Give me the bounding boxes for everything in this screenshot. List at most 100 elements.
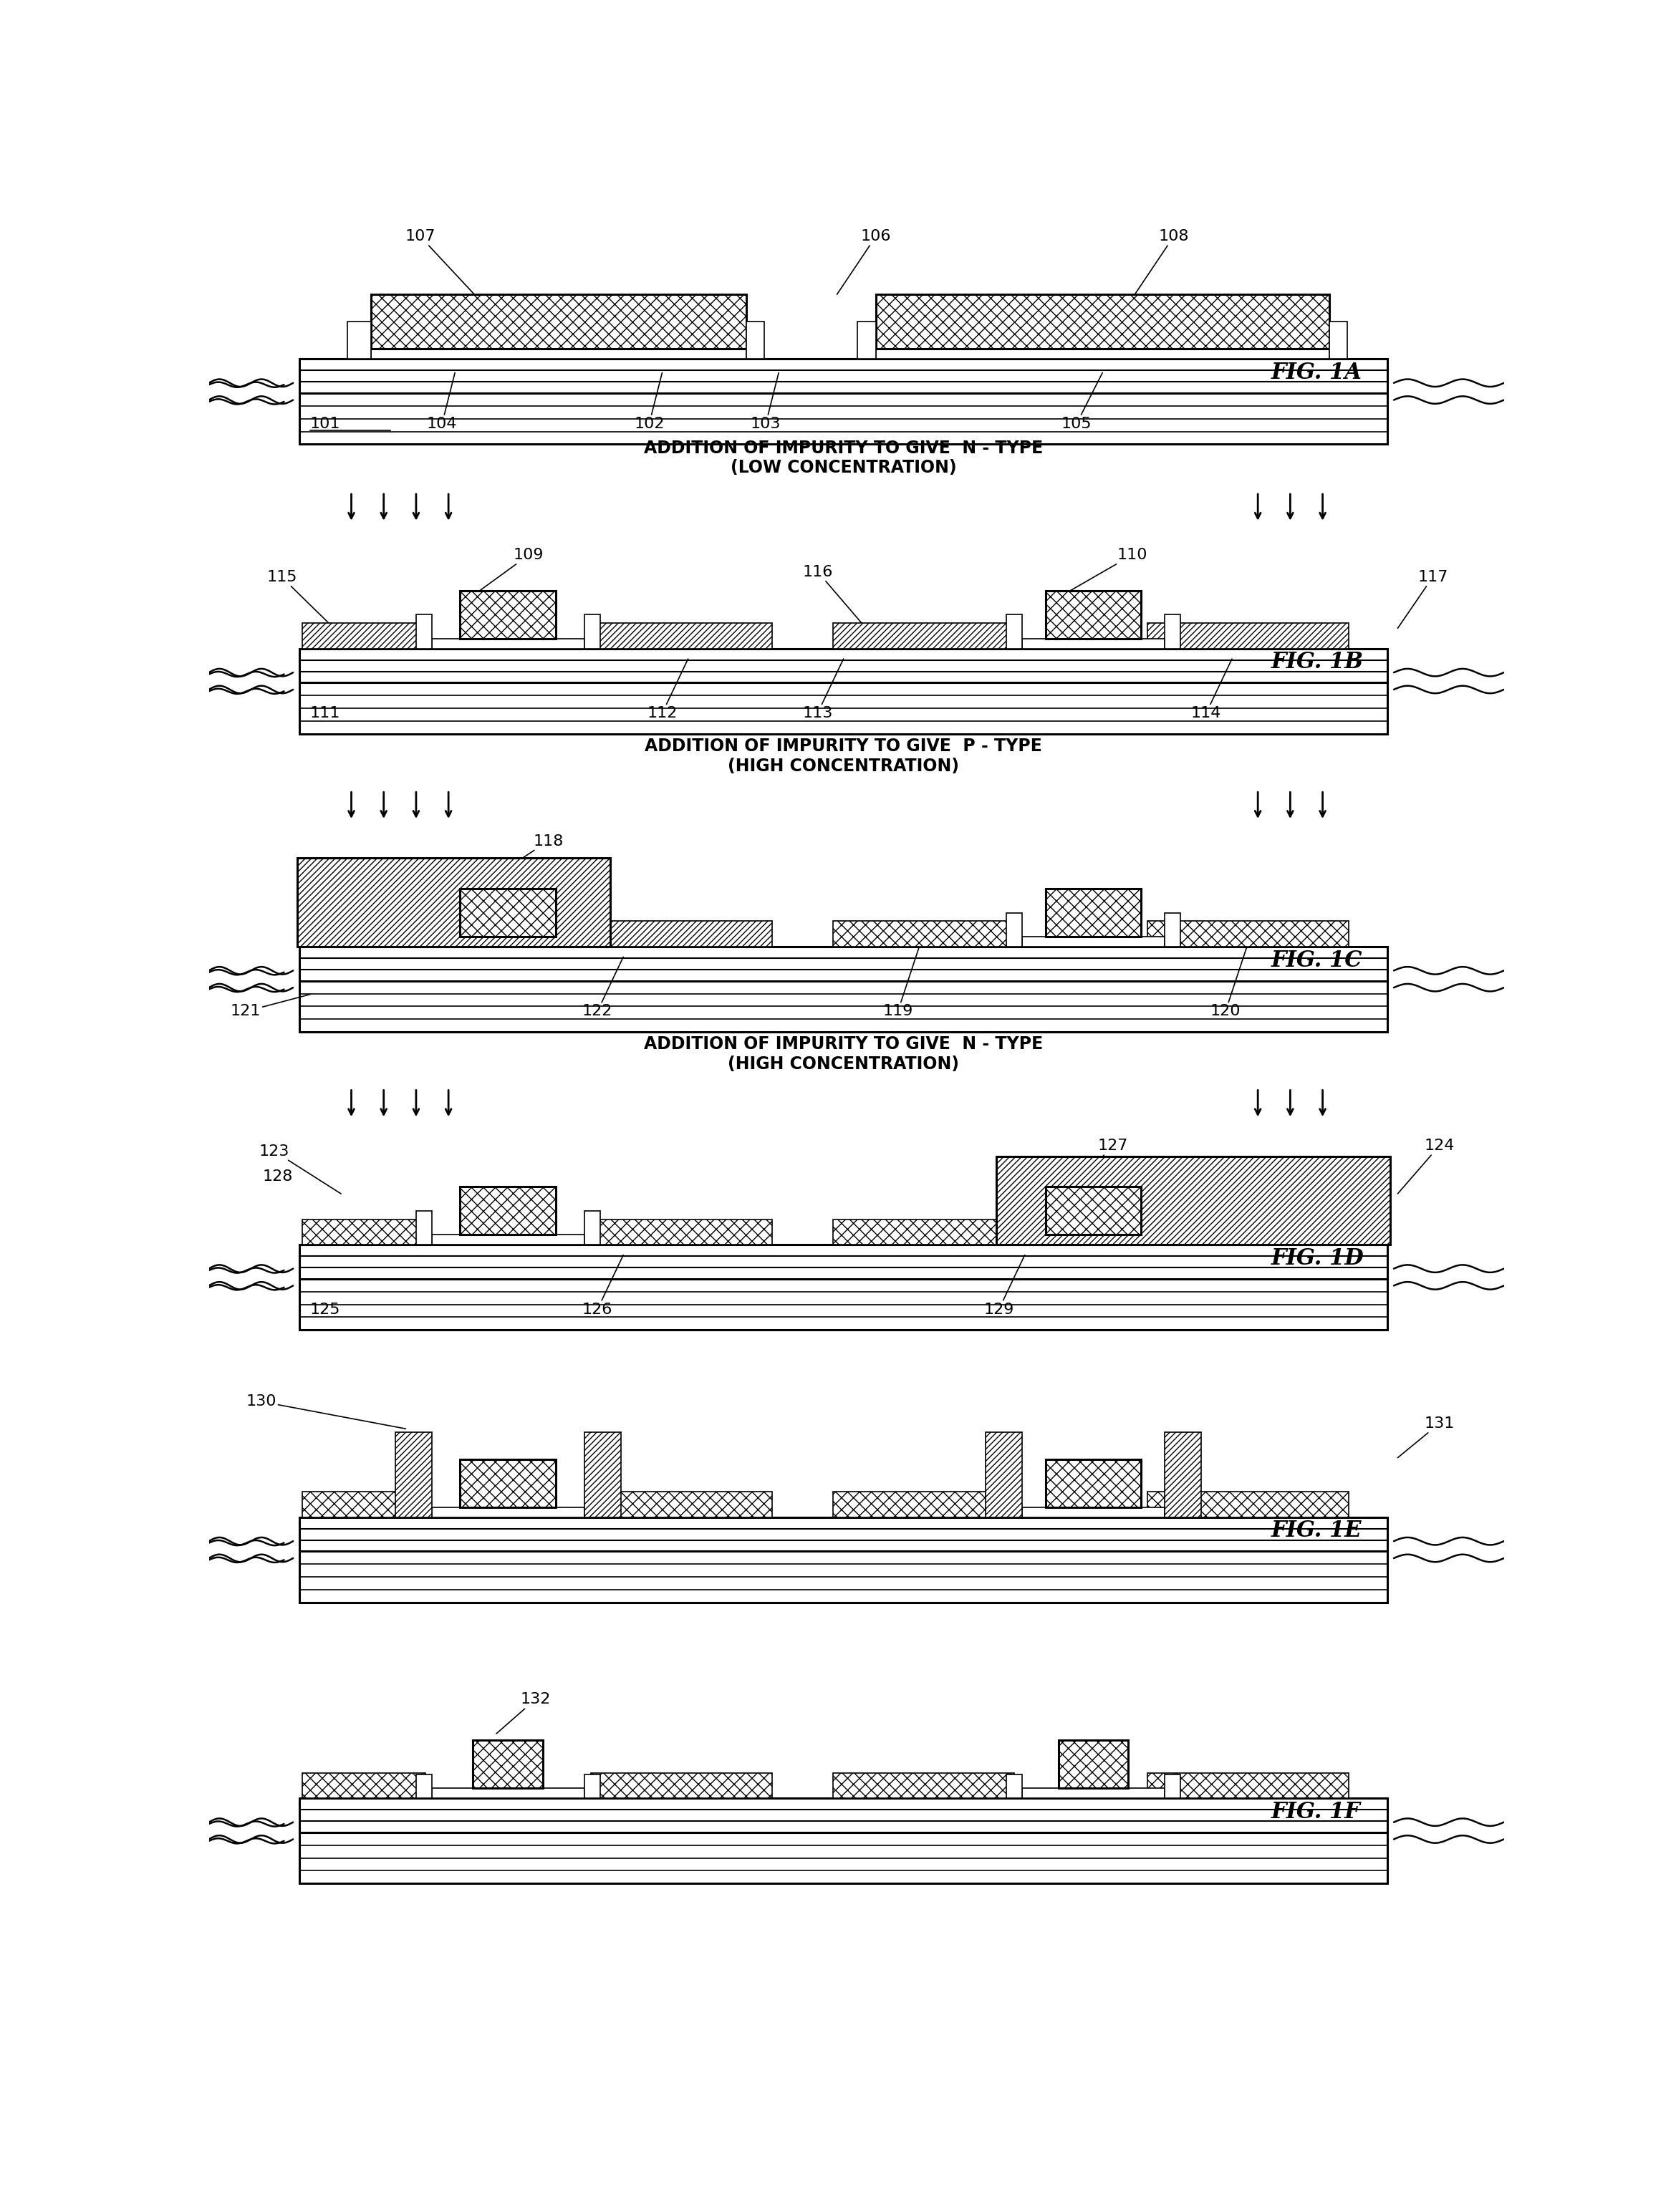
Bar [1023, 1506, 1165, 1517]
Text: 104: 104 [426, 374, 458, 431]
Bar [460, 1188, 556, 1234]
Bar [1023, 639, 1165, 648]
Text: FIG. 1C: FIG. 1C [1272, 949, 1362, 971]
Bar [1148, 1772, 1348, 1798]
Bar [431, 639, 585, 648]
Text: 117: 117 [1397, 571, 1447, 628]
Bar [1046, 1460, 1141, 1506]
Text: 116: 116 [802, 564, 872, 635]
Bar [299, 980, 1387, 1031]
Bar [747, 321, 764, 358]
Text: 118: 118 [496, 834, 563, 876]
Bar [1058, 1741, 1128, 1787]
Text: 113: 113 [802, 659, 844, 721]
Bar [1165, 615, 1180, 648]
Bar [299, 684, 1387, 734]
Bar [1046, 591, 1141, 639]
Text: 105: 105 [1061, 374, 1103, 431]
Text: 131: 131 [1397, 1416, 1454, 1458]
Text: 120: 120 [1210, 933, 1252, 1018]
Bar [460, 591, 556, 639]
Text: ADDITION OF IMPURITY TO GIVE  N - TYPE
(HIGH CONCENTRATION): ADDITION OF IMPURITY TO GIVE N - TYPE (H… [643, 1035, 1043, 1073]
Bar [297, 858, 610, 947]
Bar [299, 394, 1387, 445]
Bar [431, 1787, 585, 1798]
Bar [371, 349, 747, 358]
Bar [1148, 624, 1348, 648]
Bar [1006, 1210, 1023, 1245]
Bar [302, 624, 424, 648]
Bar [1148, 1219, 1348, 1245]
Text: 130: 130 [246, 1394, 406, 1429]
Bar [1148, 920, 1348, 947]
Bar [302, 920, 424, 947]
Bar [876, 294, 1328, 349]
Text: 121: 121 [231, 995, 309, 1018]
Text: 101: 101 [309, 416, 341, 431]
Bar [834, 624, 1014, 648]
Bar [1046, 1188, 1141, 1234]
Text: 114: 114 [1191, 659, 1232, 721]
Bar [1165, 914, 1180, 947]
Bar [299, 1832, 1387, 1885]
Text: 125: 125 [309, 1303, 341, 1316]
Text: 119: 119 [882, 933, 924, 1018]
Text: FIG. 1F: FIG. 1F [1272, 1801, 1360, 1823]
Bar [299, 648, 1387, 684]
Bar [1165, 1210, 1180, 1245]
Bar [592, 920, 772, 947]
Bar [834, 1772, 1014, 1798]
Bar [1006, 914, 1023, 947]
Bar [1165, 1774, 1180, 1798]
Bar [592, 1772, 772, 1798]
Bar [299, 358, 1387, 394]
Bar [299, 1245, 1387, 1279]
Bar [416, 914, 431, 947]
Bar [585, 914, 600, 947]
Bar [299, 1798, 1387, 1832]
Bar [299, 947, 1387, 980]
Bar [1328, 321, 1347, 358]
Text: 103: 103 [750, 374, 780, 431]
Text: 122: 122 [582, 958, 623, 1018]
Bar [299, 1551, 1387, 1601]
Text: 128: 128 [262, 1170, 292, 1183]
Bar [460, 889, 556, 936]
Text: FIG. 1A: FIG. 1A [1272, 361, 1362, 385]
Bar [585, 1774, 600, 1798]
Bar [299, 1279, 1387, 1329]
Bar [876, 349, 1328, 358]
Text: 126: 126 [582, 1254, 623, 1316]
Text: 106: 106 [837, 230, 891, 294]
Bar [986, 1431, 1023, 1517]
Text: 123: 123 [259, 1144, 341, 1194]
Bar [431, 1234, 585, 1245]
Bar [857, 321, 876, 358]
Bar [834, 1219, 1014, 1245]
Bar [1023, 1234, 1165, 1245]
Bar [299, 1517, 1387, 1551]
Bar [592, 624, 772, 648]
Bar [431, 1506, 585, 1517]
Bar [396, 1431, 431, 1517]
Text: 127: 127 [1069, 1139, 1128, 1190]
Text: 129: 129 [984, 1254, 1024, 1316]
Text: FIG. 1D: FIG. 1D [1272, 1248, 1364, 1270]
Bar [1006, 615, 1023, 648]
Bar [585, 1210, 600, 1245]
Text: 107: 107 [404, 230, 475, 294]
Bar [416, 1774, 431, 1798]
Bar [1006, 1774, 1023, 1798]
Text: 108: 108 [1135, 230, 1188, 294]
Text: 124: 124 [1397, 1139, 1454, 1194]
Bar [585, 615, 600, 648]
Bar [592, 1219, 772, 1245]
Text: 110: 110 [1069, 549, 1148, 591]
Text: ADDITION OF IMPURITY TO GIVE  N - TYPE
(LOW CONCENTRATION): ADDITION OF IMPURITY TO GIVE N - TYPE (L… [643, 440, 1043, 476]
Bar [834, 920, 1014, 947]
Text: 109: 109 [480, 549, 545, 591]
Text: 102: 102 [633, 374, 665, 431]
Bar [1148, 1491, 1348, 1517]
Bar [1165, 1431, 1201, 1517]
Bar [371, 294, 747, 349]
